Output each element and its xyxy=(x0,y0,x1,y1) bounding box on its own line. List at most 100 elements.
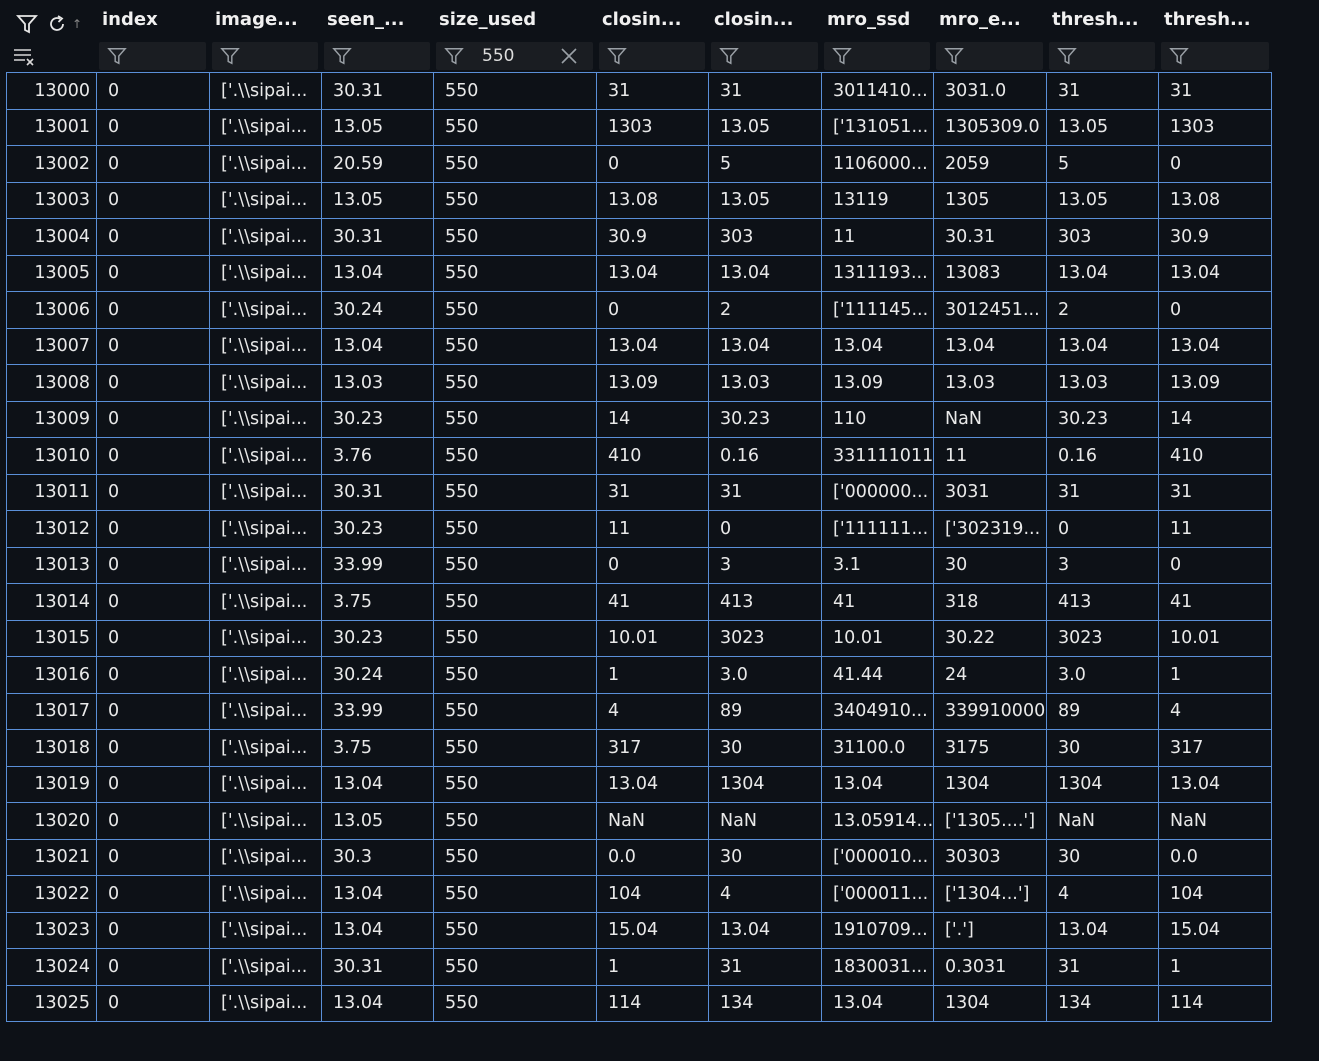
table-cell[interactable]: 0 xyxy=(96,292,209,329)
table-cell[interactable]: 550 xyxy=(433,182,596,219)
table-cell[interactable]: ['.\\sipai... xyxy=(209,803,321,840)
table-cell[interactable]: 0 xyxy=(1046,511,1158,548)
table-cell[interactable]: 30 xyxy=(1046,839,1158,876)
table-cell[interactable]: NaN xyxy=(708,803,821,840)
table-cell[interactable]: NaN xyxy=(1046,803,1158,840)
table-cell[interactable]: ['.\\sipai... xyxy=(209,255,321,292)
column-header[interactable]: size_used xyxy=(439,9,537,30)
table-cell[interactable]: 3.1 xyxy=(821,547,933,584)
table-cell[interactable]: 15.04 xyxy=(596,912,708,949)
table-cell[interactable]: 13.04 xyxy=(1046,255,1158,292)
table-cell[interactable]: 550 xyxy=(433,876,596,913)
table-cell[interactable]: 30.3 xyxy=(321,839,433,876)
table-cell[interactable]: 10.01 xyxy=(821,620,933,657)
table-row[interactable]: 13022 0 ['.\\sipai... 13.04 550 104 4 ['000011.… xyxy=(6,876,1272,913)
table-cell[interactable]: 550 xyxy=(433,657,596,694)
table-cell[interactable]: 0 xyxy=(96,620,209,657)
table-row[interactable]: 13025 0 ['.\\sipai... 13.04 550 114 134 13.04 13… xyxy=(6,985,1272,1022)
table-cell[interactable]: 3023 xyxy=(708,620,821,657)
table-row[interactable]: 13021 0 ['.\\sipai... 30.3 550 0.0 30 ['000010.… xyxy=(6,839,1272,876)
table-cell[interactable]: ['1305....'] xyxy=(933,803,1046,840)
table-cell[interactable]: 30.23 xyxy=(708,401,821,438)
table-cell[interactable]: 0.3031 xyxy=(933,949,1046,986)
table-cell[interactable]: 0 xyxy=(96,255,209,292)
table-cell[interactable]: ['.\\sipai... xyxy=(209,365,321,402)
table-cell[interactable]: ['.\\sipai... xyxy=(209,109,321,146)
table-cell[interactable]: 104 xyxy=(1158,876,1272,913)
clear-filters-button[interactable] xyxy=(9,42,93,70)
table-cell[interactable]: 1303 xyxy=(596,109,708,146)
filter-input[interactable] xyxy=(99,42,206,70)
table-cell[interactable]: 13.04 xyxy=(933,328,1046,365)
table-cell[interactable]: ['.\\sipai... xyxy=(209,912,321,949)
table-cell[interactable]: 3.76 xyxy=(321,438,433,475)
column-header[interactable]: mro_e... xyxy=(939,9,1021,30)
table-row[interactable]: 13008 0 ['.\\sipai... 13.03 550 13.09 13.03 13.… xyxy=(6,365,1272,402)
row-index-cell[interactable]: 13008 xyxy=(6,365,96,402)
table-row[interactable]: 13016 0 ['.\\sipai... 30.24 550 1 3.0 41.44 24 3.… xyxy=(6,657,1272,694)
table-cell[interactable]: 30 xyxy=(708,839,821,876)
table-cell[interactable]: 31100.0 xyxy=(821,730,933,767)
table-cell[interactable]: 0 xyxy=(1158,547,1272,584)
table-cell[interactable]: 3.75 xyxy=(321,730,433,767)
table-cell[interactable]: 550 xyxy=(433,803,596,840)
column-header[interactable]: seen_... xyxy=(327,9,405,30)
table-cell[interactable]: 13.05 xyxy=(708,109,821,146)
table-cell[interactable]: 3012451... xyxy=(933,292,1046,329)
table-cell[interactable]: 3 xyxy=(1046,547,1158,584)
table-cell[interactable]: 4 xyxy=(708,876,821,913)
table-row[interactable]: 13010 0 ['.\\sipai... 3.76 550 410 0.16 3311110… xyxy=(6,438,1272,475)
table-cell[interactable]: 3031.0 xyxy=(933,73,1046,110)
close-icon[interactable] xyxy=(559,46,579,66)
table-cell[interactable]: 13.04 xyxy=(596,255,708,292)
table-cell[interactable]: 0 xyxy=(596,146,708,183)
table-cell[interactable]: ['.'] xyxy=(933,912,1046,949)
table-cell[interactable]: 3404910... xyxy=(821,693,933,730)
row-index-cell[interactable]: 13005 xyxy=(6,255,96,292)
table-cell[interactable]: 13.03 xyxy=(933,365,1046,402)
table-cell[interactable]: 41 xyxy=(821,584,933,621)
table-cell[interactable]: ['111145... xyxy=(821,292,933,329)
table-cell[interactable]: 3 xyxy=(708,547,821,584)
table-cell[interactable]: 1304 xyxy=(708,766,821,803)
table-cell[interactable]: 89 xyxy=(1046,693,1158,730)
table-cell[interactable]: 13.04 xyxy=(321,876,433,913)
table-cell[interactable]: 0 xyxy=(96,365,209,402)
table-cell[interactable]: 0.16 xyxy=(1046,438,1158,475)
row-index-cell[interactable]: 13002 xyxy=(6,146,96,183)
column-header[interactable]: image... xyxy=(215,9,298,30)
table-cell[interactable]: 3.75 xyxy=(321,584,433,621)
table-cell[interactable]: 3.0 xyxy=(1046,657,1158,694)
table-cell[interactable]: 30303 xyxy=(933,839,1046,876)
table-cell[interactable]: 317 xyxy=(1158,730,1272,767)
table-cell[interactable]: 550 xyxy=(433,620,596,657)
table-cell[interactable]: 30.23 xyxy=(1046,401,1158,438)
filter-input[interactable] xyxy=(1049,42,1155,70)
table-cell[interactable]: 30.22 xyxy=(933,620,1046,657)
table-cell[interactable]: 318 xyxy=(933,584,1046,621)
table-cell[interactable]: 0 xyxy=(96,693,209,730)
table-cell[interactable]: 104 xyxy=(596,876,708,913)
table-cell[interactable]: 550 xyxy=(433,693,596,730)
table-cell[interactable]: 13.05 xyxy=(321,109,433,146)
table-cell[interactable]: 30.24 xyxy=(321,657,433,694)
table-cell[interactable]: ['.\\sipai... xyxy=(209,511,321,548)
table-cell[interactable]: 41 xyxy=(1158,584,1272,621)
table-cell[interactable]: 5 xyxy=(708,146,821,183)
sort-up-icon[interactable]: ↑ xyxy=(72,16,83,31)
table-cell[interactable]: 114 xyxy=(596,985,708,1022)
table-cell[interactable]: 13.04 xyxy=(321,255,433,292)
table-cell[interactable]: 13083 xyxy=(933,255,1046,292)
table-row[interactable]: 13005 0 ['.\\sipai... 13.04 550 13.04 13.04 131… xyxy=(6,255,1272,292)
filter-input[interactable] xyxy=(324,42,430,70)
table-cell[interactable]: 31 xyxy=(1046,474,1158,511)
table-cell[interactable]: 24 xyxy=(933,657,1046,694)
table-cell[interactable]: 13.04 xyxy=(321,328,433,365)
table-cell[interactable]: 0 xyxy=(96,766,209,803)
table-cell[interactable]: 0 xyxy=(96,219,209,256)
table-cell[interactable]: 13.04 xyxy=(821,985,933,1022)
row-index-cell[interactable]: 13018 xyxy=(6,730,96,767)
row-index-cell[interactable]: 13019 xyxy=(6,766,96,803)
table-row[interactable]: 13015 0 ['.\\sipai... 30.23 550 10.01 3023 10.0… xyxy=(6,620,1272,657)
table-cell[interactable]: 13.04 xyxy=(708,912,821,949)
